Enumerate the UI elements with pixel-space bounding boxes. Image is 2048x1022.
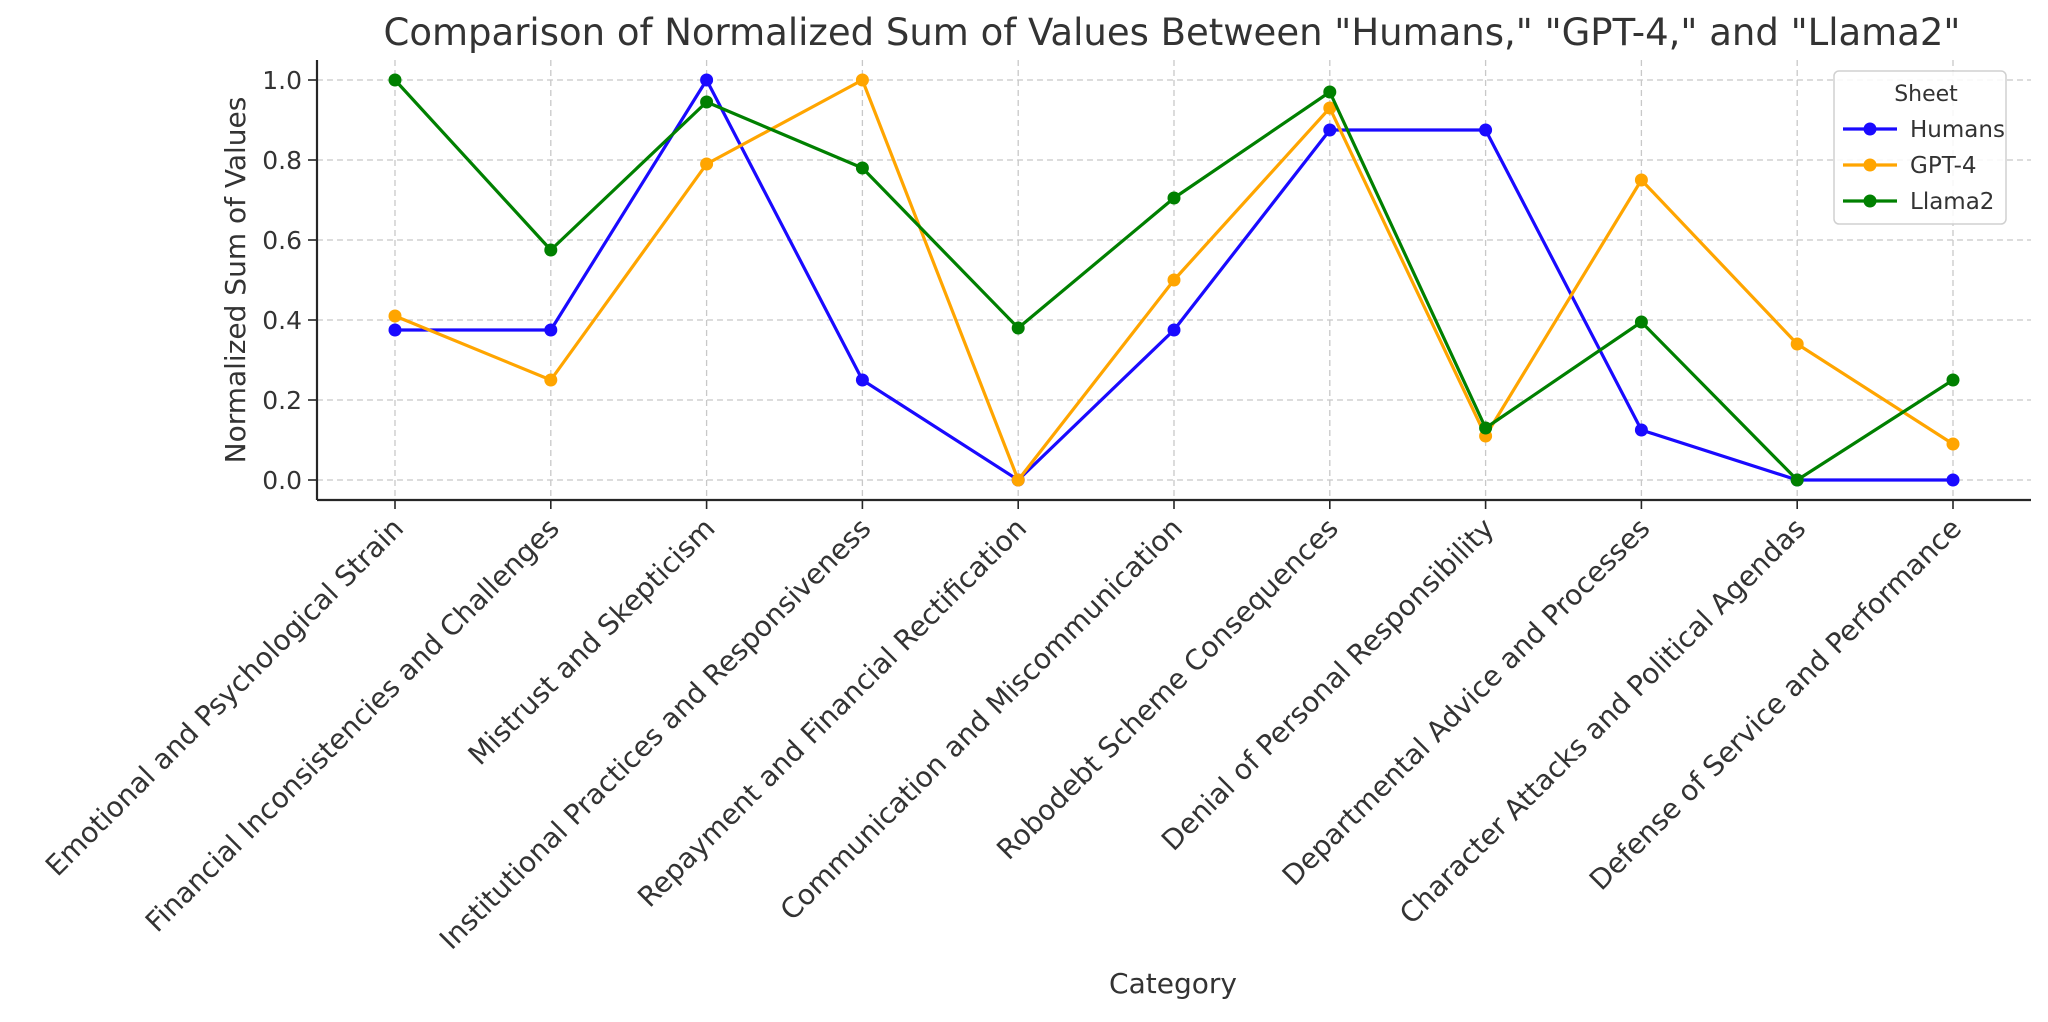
legend-item: Humans <box>1843 117 2005 143</box>
data-point <box>1634 173 1648 187</box>
x-tick-label: Emotional and Psychological Strain <box>39 512 410 883</box>
data-point <box>1790 337 1804 351</box>
legend-label: Llama2 <box>1910 189 1994 215</box>
series-gpt-4 <box>388 73 1960 487</box>
x-axis-label: Category <box>1109 967 1237 1000</box>
y-tick-label: 0.8 <box>262 146 302 175</box>
x-tick-label: Robodebt Scheme Consequences <box>990 512 1345 867</box>
x-tick-label: Mistrust and Skepticism <box>462 512 722 772</box>
data-point <box>855 373 869 387</box>
x-tick-label: Denial of Personal Responsibility <box>1155 512 1501 858</box>
data-point <box>1323 101 1337 115</box>
data-point <box>1634 423 1648 437</box>
chart-title: Comparison of Normalized Sum of Values B… <box>384 11 1961 54</box>
data-point <box>1790 473 1804 487</box>
data-point <box>1167 273 1181 287</box>
data-point <box>1479 123 1493 137</box>
y-tick-label: 0.2 <box>262 386 302 415</box>
data-point <box>1479 421 1493 435</box>
y-tick-label: 0.6 <box>262 226 302 255</box>
data-point <box>544 243 558 257</box>
data-point <box>1946 373 1960 387</box>
legend-marker <box>1863 122 1877 136</box>
data-point <box>1323 85 1337 99</box>
y-tick-label: 0.4 <box>262 306 302 335</box>
data-point <box>1946 473 1960 487</box>
axes: 0.0 0.2 0.4 0.6 0.8 1.0 Emotional and Psycholo… <box>39 60 2031 956</box>
y-tick-label: 1.0 <box>262 66 302 95</box>
data-point <box>1167 191 1181 205</box>
series-group <box>388 73 1960 487</box>
data-point <box>388 309 402 323</box>
data-point <box>544 373 558 387</box>
legend-label: GPT-4 <box>1910 153 1977 179</box>
data-point <box>1011 473 1025 487</box>
data-point <box>1634 315 1648 329</box>
y-axis-label: Normalized Sum of Values <box>219 97 252 464</box>
series-humans <box>388 73 1960 487</box>
data-point <box>700 95 714 109</box>
data-point <box>700 73 714 87</box>
data-point <box>1167 323 1181 337</box>
legend: Sheet Humans GPT-4 Llama2 <box>1833 70 2007 225</box>
labels: Comparison of Normalized Sum of Values B… <box>219 11 1960 1000</box>
data-point <box>1323 123 1337 137</box>
y-tick-label: 0.0 <box>262 466 302 495</box>
data-point <box>544 323 558 337</box>
data-point <box>1011 321 1025 335</box>
legend-item: GPT-4 <box>1843 153 1977 179</box>
data-point <box>388 323 402 337</box>
legend-frame <box>1833 70 2007 225</box>
legend-item: Llama2 <box>1843 189 1994 215</box>
data-point <box>700 157 714 171</box>
grid <box>317 60 2031 500</box>
data-point <box>855 161 869 175</box>
legend-marker <box>1863 158 1877 172</box>
data-point <box>388 73 402 87</box>
data-point <box>855 73 869 87</box>
legend-title: Sheet <box>1894 82 1958 107</box>
series-llama2 <box>388 73 1960 487</box>
legend-label: Humans <box>1910 117 2005 143</box>
legend-marker <box>1863 194 1877 208</box>
data-point <box>1946 437 1960 451</box>
